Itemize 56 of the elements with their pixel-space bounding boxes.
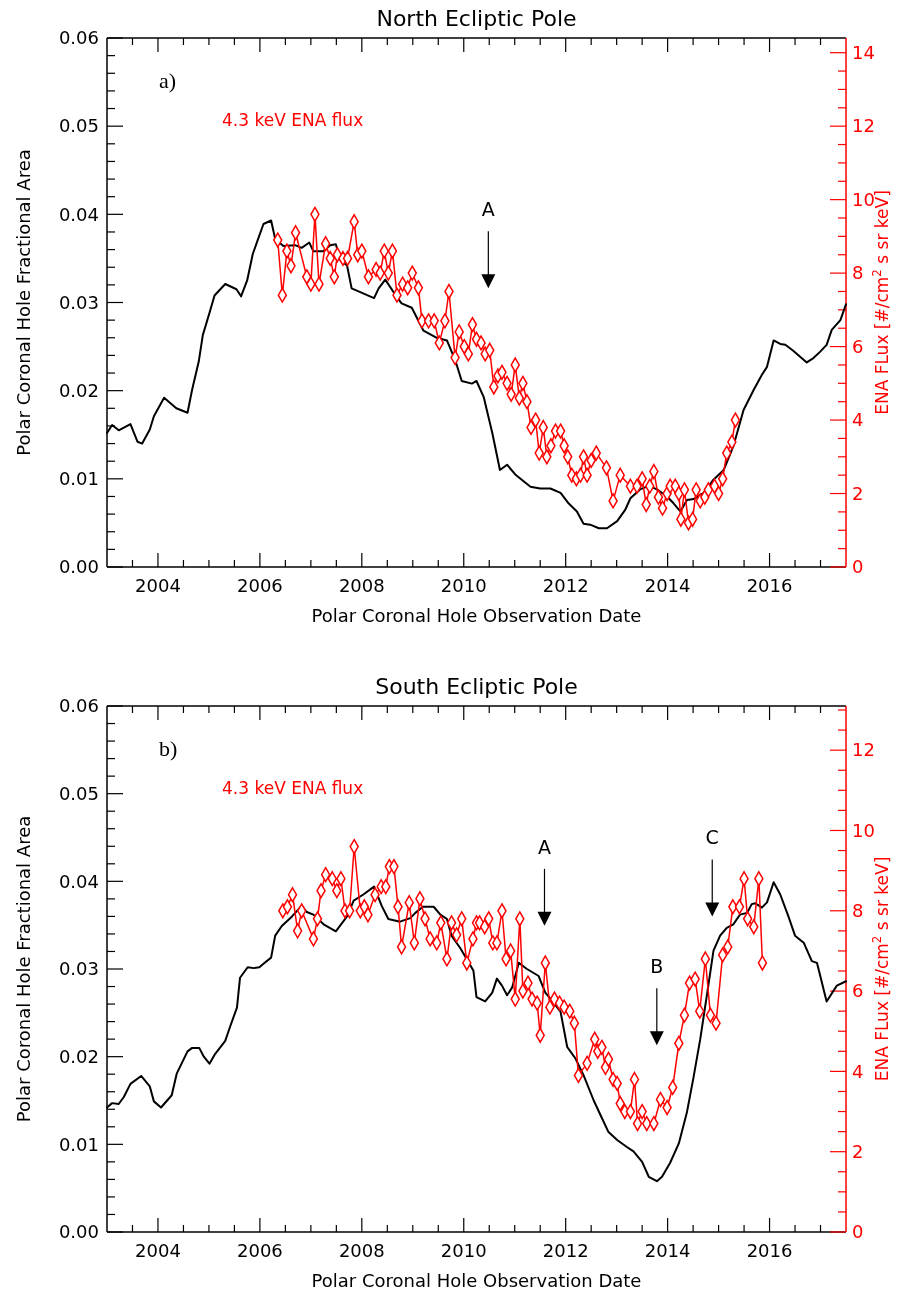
x-axis-title: Polar Coronal Hole Observation Date	[311, 605, 642, 626]
y-tick-label: 0.06	[58, 27, 99, 49]
y2-tick-label: 2	[852, 1140, 864, 1162]
y2-tick-label: 2	[852, 482, 864, 504]
y-tick-label: 0.01	[58, 468, 99, 490]
y-tick-label: 0.06	[58, 695, 99, 717]
y2-tick-label: 8	[852, 262, 864, 284]
x-tick-label: 2012	[542, 1240, 589, 1261]
y2-tick-label: 12	[852, 739, 875, 761]
y2-tick-label: 14	[852, 41, 875, 63]
y-tick-label: 0.00	[58, 556, 99, 578]
y2-tick-label: 8	[852, 900, 864, 922]
y-tick-label: 0.00	[58, 1221, 99, 1243]
annotation: a)	[159, 68, 177, 93]
y-tick-label: 0.02	[58, 379, 99, 401]
x-tick-label: 2008	[338, 575, 385, 596]
x-tick-label: 2016	[746, 575, 793, 596]
y2-tick-label: 6	[852, 335, 864, 357]
y2-tick-label: 6	[852, 980, 864, 1002]
y-axis-title: Polar Coronal Hole Fractional Area	[13, 149, 34, 456]
x-tick-label: 2016	[746, 1240, 793, 1261]
y-tick-label: 0.03	[58, 958, 99, 980]
x-tick-label: 2004	[135, 1240, 181, 1261]
y2-tick-label: 4	[852, 1060, 864, 1082]
x-tick-label: 2010	[440, 575, 487, 596]
x-tick-label: 2014	[644, 575, 691, 596]
y2-tick-label: 0	[852, 556, 864, 578]
annotation: A	[537, 835, 551, 858]
x-tick-label: 2014	[644, 1240, 691, 1261]
text: 4.3 keV ENA flux	[222, 778, 364, 798]
chart-title: South Ecliptic Pole	[375, 674, 578, 699]
y-tick-label: 0.04	[58, 870, 99, 892]
annotation: C	[705, 826, 719, 849]
y-tick-label: 0.04	[58, 203, 99, 225]
annotation: b)	[159, 736, 178, 761]
y-tick-label: 0.05	[58, 115, 99, 137]
text: 4.3 keV ENA flux	[222, 110, 364, 130]
x-tick-label: 2004	[135, 575, 181, 596]
y-tick-label: 0.02	[58, 1045, 99, 1067]
x-tick-label: 2008	[338, 1240, 385, 1261]
y-axis-title: Polar Coronal Hole Fractional Area	[13, 815, 34, 1123]
y2-tick-label: 4	[852, 409, 864, 431]
annotation: A	[481, 198, 495, 221]
x-tick-label: 2012	[542, 575, 589, 596]
x-tick-label: 2006	[236, 1240, 283, 1261]
x-tick-label: 2010	[440, 1240, 487, 1261]
x-tick-label: 2006	[236, 575, 283, 596]
annotation: B	[650, 955, 664, 978]
y2-tick-label: 12	[852, 115, 875, 137]
y-tick-label: 0.03	[58, 291, 99, 313]
y-tick-label: 0.05	[58, 782, 99, 804]
y2-tick-label: 10	[852, 819, 875, 841]
chart-title: North Ecliptic Pole	[376, 6, 577, 31]
x-axis-title: Polar Coronal Hole Observation Date	[311, 1270, 642, 1291]
y-tick-label: 0.01	[58, 1133, 99, 1155]
y2-tick-label: 0	[852, 1221, 864, 1243]
